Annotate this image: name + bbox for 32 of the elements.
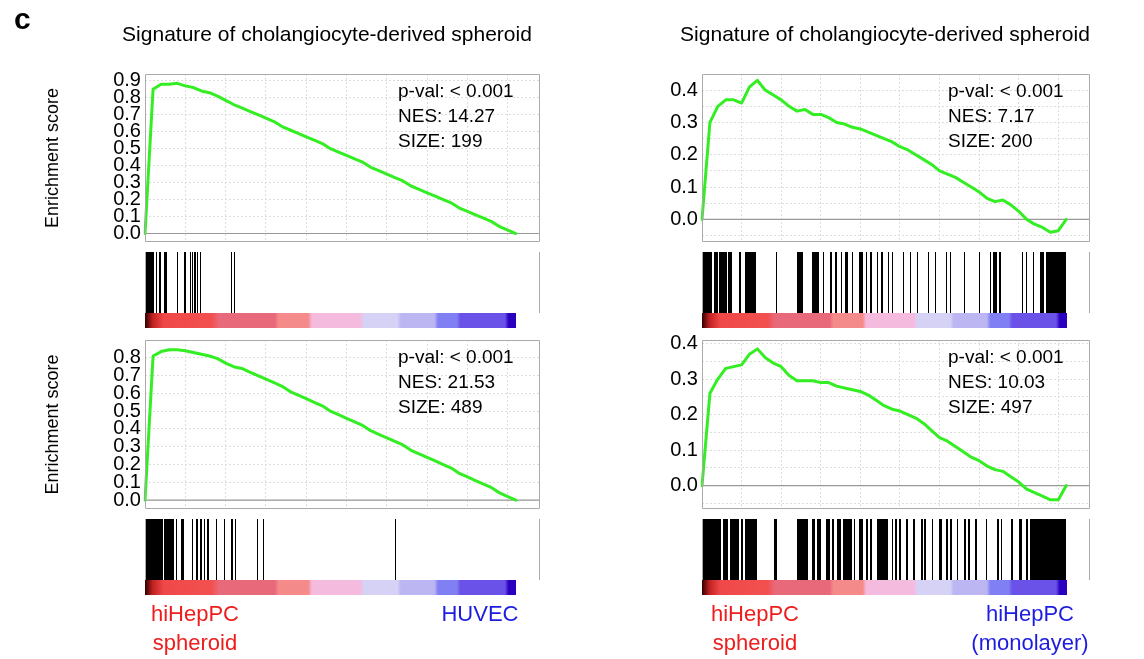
y-tick-label: 0.0 [113,221,141,244]
annotation: p-val: < 0.001 [398,79,514,101]
y-axis-title: Enrichment score [41,354,62,495]
y-tick-label: 0.4 [670,331,698,354]
y-axis-title: Enrichment score [41,87,62,229]
y-tick-label: 0.4 [670,77,698,100]
annotation: NES: 14.27 [398,104,496,126]
text: hiHepPC (monolayer) [970,600,1090,657]
annotation: SIZE: 200 [948,129,1033,151]
text: hiHepPC spheroid [709,600,800,657]
chart-title: Signature of cholangiocyte-derived spheroid [122,22,532,46]
y-tick-label: 0.2 [670,402,698,425]
text: c [14,2,31,36]
annotation: SIZE: 489 [398,395,483,417]
annotation: p-val: < 0.001 [948,79,1064,101]
annotation: SIZE: 199 [398,129,483,151]
chart-title: Signature of cholangiocyte-derived spheroid [680,22,1090,46]
annotation: p-val: < 0.001 [398,345,514,367]
annotation: SIZE: 497 [948,395,1033,417]
y-tick-label: 0.2 [670,142,698,165]
y-tick-label: 0.0 [670,473,698,496]
text: HUVEC [440,600,520,628]
y-tick-label: 0.1 [670,437,698,460]
text: hiHepPC spheroid [149,600,240,657]
y-tick-label: 0.3 [670,366,698,389]
y-tick-label: 0.3 [670,109,698,132]
annotation: NES: 10.03 [948,370,1046,392]
y-tick-label: 0.0 [670,206,698,229]
annotation: p-val: < 0.001 [948,345,1064,367]
annotation: NES: 21.53 [398,370,496,392]
y-tick-label: 0.1 [670,174,698,197]
annotation: NES: 7.17 [948,104,1035,126]
